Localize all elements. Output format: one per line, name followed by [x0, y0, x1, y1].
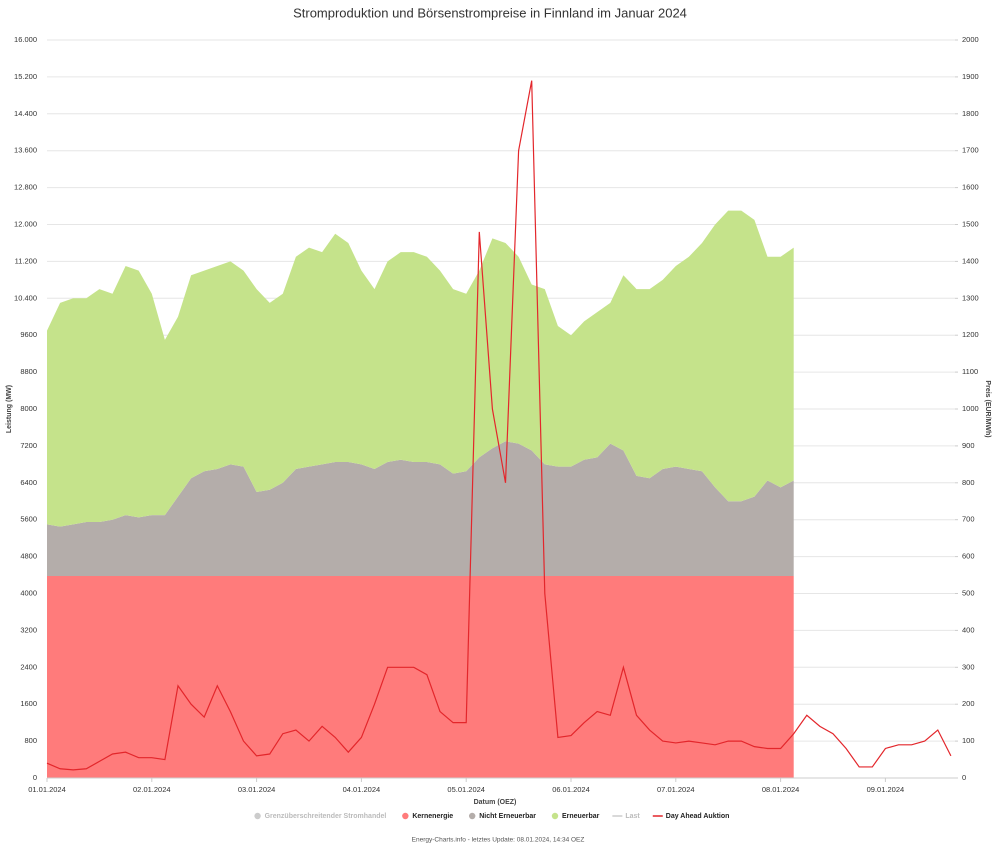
- y2-tick-label: 100: [962, 736, 975, 745]
- y-tick-label: 9600: [20, 330, 37, 339]
- y2-tick-label: 700: [962, 515, 975, 524]
- y2-tick-label: 1600: [962, 183, 979, 192]
- y2-tick-label: 1500: [962, 219, 979, 228]
- y-tick-label: 15.200: [14, 72, 37, 81]
- y-tick-label: 12.000: [14, 219, 37, 228]
- y2-tick-label: 200: [962, 699, 975, 708]
- x-tick-label: 01.01.2024: [28, 785, 66, 794]
- legend: Grenzüberschreitender Stromhandel Kernene…: [254, 812, 730, 820]
- legend-label: Erneuerbar: [562, 813, 600, 820]
- y-tick-label: 1600: [20, 699, 37, 708]
- y-tick-label: 12.800: [14, 183, 37, 192]
- y-tick-label: 5600: [20, 515, 37, 524]
- y-tick-label: 11.200: [15, 256, 37, 265]
- y-tick-label: 3200: [20, 625, 37, 634]
- legend-label: Grenzüberschreitender Stromhandel: [265, 813, 387, 820]
- x-tick-label: 02.01.2024: [133, 785, 171, 794]
- y-tick-label: 6400: [20, 478, 37, 487]
- y2-tick-label: 1900: [962, 72, 979, 81]
- y2-tick-label: 1000: [962, 404, 979, 413]
- legend-label: Last: [625, 813, 640, 820]
- y2-tick-label: 1400: [962, 256, 979, 265]
- plot: [46, 80, 952, 778]
- y-tick-label: 7200: [20, 441, 37, 450]
- chart-title: Stromproduktion und Börsenstrompreise in…: [293, 5, 687, 20]
- legend-label: Day Ahead Auktion: [666, 813, 730, 820]
- y2-tick-label: 500: [962, 588, 975, 597]
- x-axis-title: Datum (OEZ): [474, 799, 517, 806]
- line: [46, 80, 952, 771]
- x-tick-label: 06.01.2024: [552, 785, 590, 794]
- x-tick-label: 07.01.2024: [657, 785, 695, 794]
- x-tick-label: 08.01.2024: [762, 785, 800, 794]
- y-tick-label: 8800: [20, 367, 37, 376]
- y2-tick-label: 800: [962, 478, 975, 487]
- x-tick-label: 03.01.2024: [238, 785, 276, 794]
- legend-label: Kernenergie: [412, 813, 453, 820]
- x-tick-label: 05.01.2024: [447, 785, 485, 794]
- axes: 0800160024003200400048005600640072008000…: [14, 35, 979, 794]
- y2-tick-label: 2000: [962, 35, 979, 44]
- x-tick-label: 09.01.2024: [867, 785, 905, 794]
- legend-symbol: [551, 812, 559, 820]
- y-tick-label: 8000: [20, 404, 37, 413]
- y-tick-label: 2400: [20, 662, 37, 671]
- y-tick-label: 10.400: [14, 293, 37, 302]
- y2-tick-label: 1200: [962, 330, 979, 339]
- y-tick-label: 0: [33, 773, 37, 782]
- y-tick-label: 16.000: [14, 35, 37, 44]
- x-tick-label: 04.01.2024: [343, 785, 381, 794]
- y-tick-label: 13.600: [14, 146, 37, 155]
- legend-symbol: [254, 812, 261, 820]
- y-tick-label: 4000: [20, 588, 37, 597]
- legend-symbol: [469, 812, 476, 820]
- y2-tick-label: 1800: [962, 109, 979, 118]
- y2-tick-label: 1100: [962, 367, 978, 376]
- y-tick-label: 4800: [20, 552, 37, 561]
- y-axis-title: Leistung (MW): [6, 385, 13, 433]
- y2-tick-label: 900: [962, 441, 975, 450]
- footer: Energy-Charts.info - letztes Update: 08.…: [412, 837, 585, 844]
- area: [47, 441, 794, 576]
- area: [47, 210, 794, 527]
- y2-tick-label: 600: [962, 552, 975, 561]
- y-tick-label: 800: [24, 736, 37, 745]
- legend-label: Nicht Erneuerbar: [479, 813, 536, 820]
- area: [47, 575, 794, 778]
- y-tick-label: 14.400: [14, 109, 37, 118]
- y2-tick-label: 300: [962, 662, 975, 671]
- y2-tick-label: 400: [962, 625, 975, 634]
- y2-tick-label: 1300: [962, 293, 979, 302]
- legend-symbol: [402, 812, 409, 820]
- y2-tick-label: 0: [962, 773, 966, 782]
- y2-tick-label: 1700: [962, 146, 979, 155]
- y2-axis-title: Preis (EUR/MWh): [984, 380, 991, 437]
